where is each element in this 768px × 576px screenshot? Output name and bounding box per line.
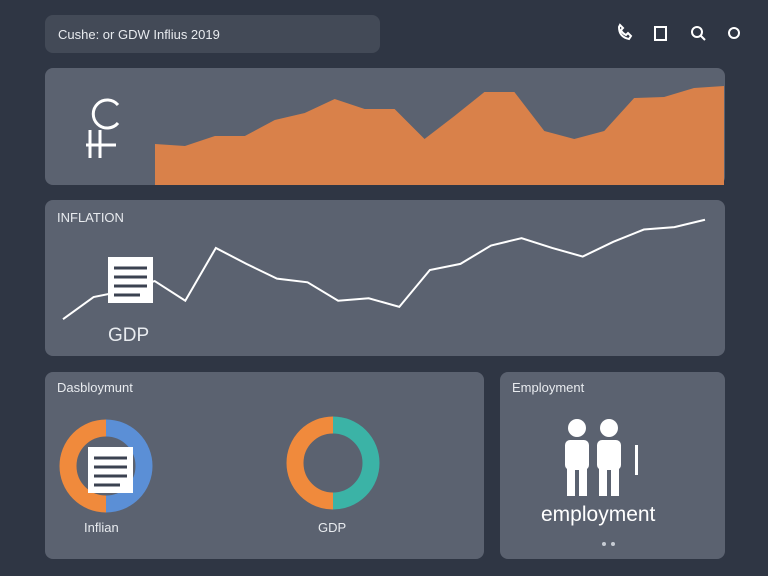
panel-title: Dasbloymunt — [57, 380, 133, 395]
toolbar-icons — [617, 23, 740, 41]
c-icon — [86, 98, 120, 158]
document-icon — [88, 447, 133, 493]
donut-segment — [59, 419, 107, 513]
panel-title: Employment — [512, 380, 585, 395]
clipboard-icon[interactable] — [654, 26, 667, 41]
search-handle — [700, 35, 706, 41]
caption: employment — [541, 503, 656, 526]
panel-title: INFLATION — [57, 210, 124, 225]
donut-segment — [105, 419, 153, 513]
donuts — [59, 416, 380, 513]
area — [155, 86, 724, 185]
title-bar — [45, 15, 380, 53]
phone-icon[interactable] — [617, 23, 633, 41]
settings-icon[interactable] — [728, 27, 740, 39]
donut-segment — [332, 416, 380, 510]
search-icon[interactable] — [691, 26, 703, 38]
donut-segment — [286, 416, 334, 510]
header-title: Cushe: or GDW Inflius 2019 — [58, 27, 220, 42]
donut-label: Inflian — [84, 520, 119, 535]
icon-label: GDP — [108, 325, 150, 346]
pager-dot[interactable] — [602, 542, 606, 546]
donut-label: GDP — [318, 520, 347, 535]
people-icon — [565, 419, 638, 496]
document-icon — [108, 257, 153, 303]
line — [62, 218, 706, 320]
pager-dot[interactable] — [611, 542, 615, 546]
line-panel — [45, 200, 725, 356]
